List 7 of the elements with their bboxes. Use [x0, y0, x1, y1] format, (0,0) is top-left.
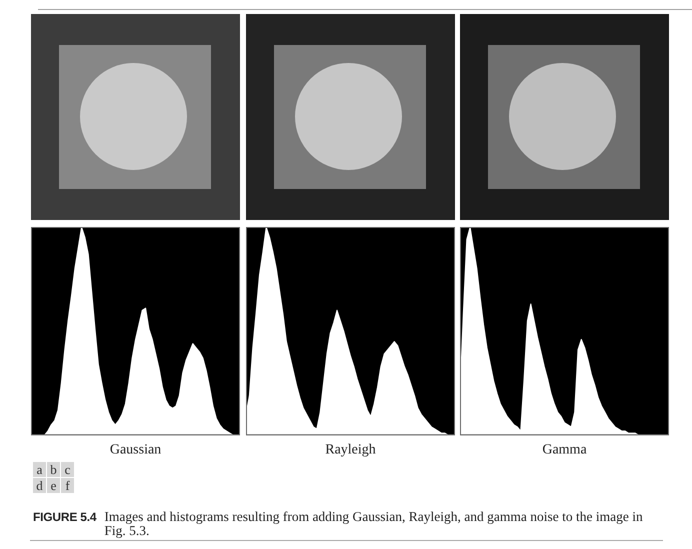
- text: Images and histograms resulting from adding Gaussian, Rayleigh, and gamma noise to the image in Fig. 5.3.: [104, 509, 644, 538]
- x-axis-title: Rayleigh: [325, 442, 376, 458]
- text: a b c: [36, 462, 72, 477]
- text: d e f: [35, 478, 71, 493]
- text: FIGURE 5.4: [33, 510, 96, 524]
- x-axis-title: Gamma: [542, 442, 588, 458]
- x-axis-title: Gaussian: [110, 442, 162, 458]
